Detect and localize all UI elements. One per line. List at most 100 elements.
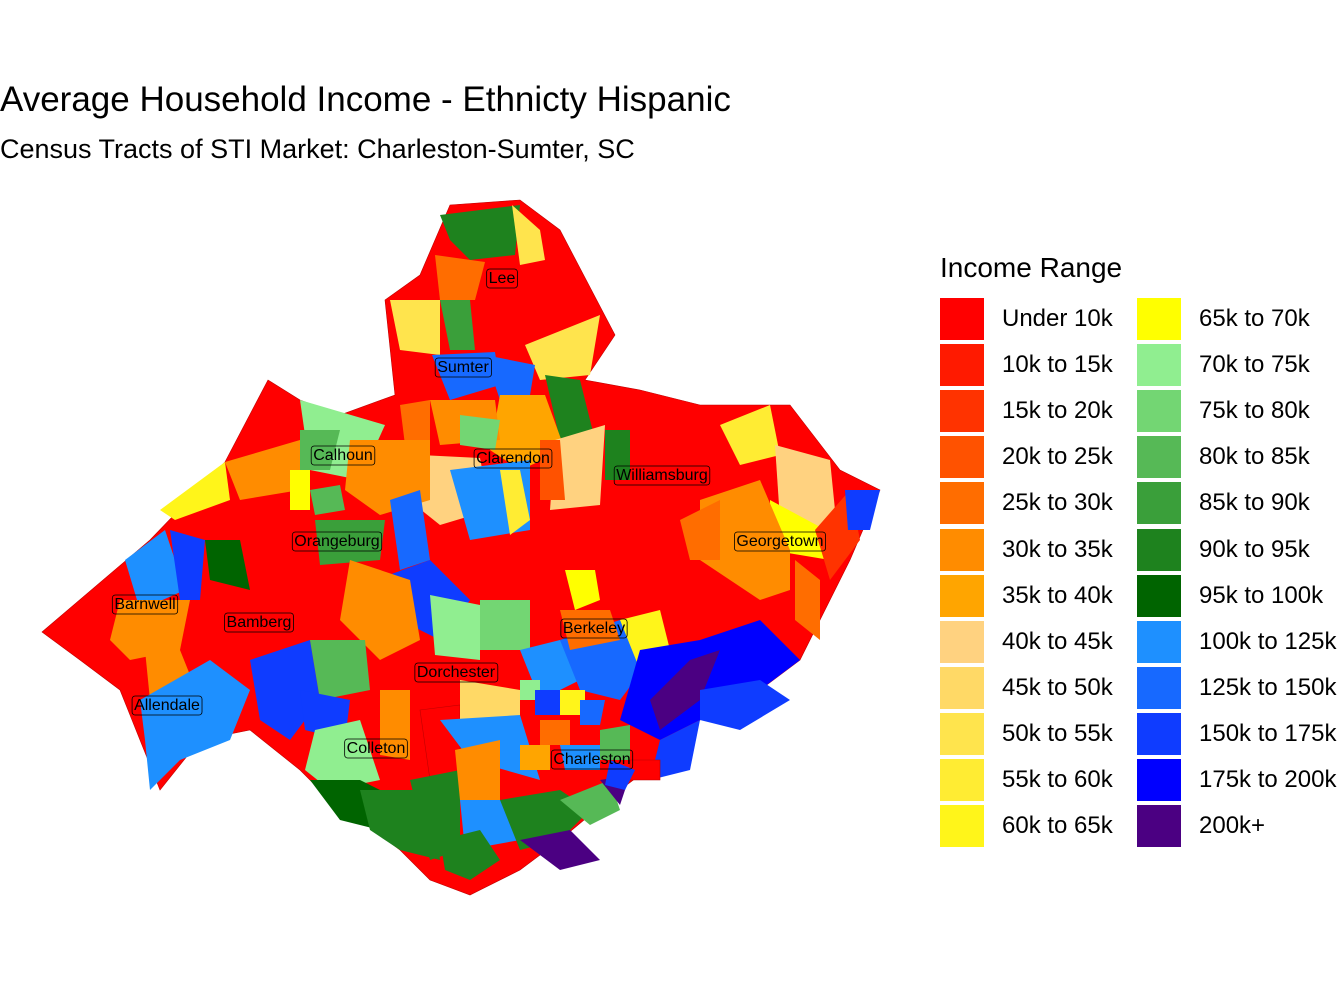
legend-swatch: [1137, 390, 1181, 433]
census-tract: [700, 620, 800, 700]
census-tract: [545, 375, 595, 440]
census-tract: [560, 690, 585, 715]
census-tract: [520, 745, 550, 770]
legend-swatch: [940, 712, 984, 755]
legend-item: 70k to 75k: [1137, 342, 1334, 388]
legend-item: 60k to 65k: [940, 803, 1137, 849]
census-tract: [380, 690, 410, 760]
census-tract: [795, 560, 820, 640]
census-tract: [560, 610, 620, 650]
census-tract: [535, 690, 565, 715]
census-tract: [650, 720, 700, 780]
legend-swatch: [940, 574, 984, 617]
legend-label: 15k to 20k: [1002, 397, 1113, 425]
county-label: Barnwell: [111, 594, 179, 615]
census-tract: [650, 650, 720, 730]
county-label-box: [310, 445, 376, 466]
legend-item: 55k to 60k: [940, 757, 1137, 803]
census-tract: [460, 415, 500, 450]
census-tract: [580, 700, 605, 725]
legend-label: 125k to 150k: [1199, 673, 1337, 701]
legend-item: 100k to 125k: [1137, 619, 1336, 665]
legend-label: 175k to 200k: [1199, 765, 1337, 793]
county-label-box: [224, 612, 294, 633]
legend-swatch: [1137, 344, 1181, 387]
census-tract: [540, 440, 565, 500]
census-tract: [680, 500, 720, 560]
legend-item: 85k to 90k: [1137, 480, 1334, 526]
census-tract: [700, 680, 790, 730]
census-tract: [315, 520, 385, 565]
census-tract: [605, 760, 635, 790]
county-label-box: [344, 738, 408, 759]
county-label-box: [414, 662, 499, 683]
county-label-text: Barnwell: [114, 596, 175, 613]
legend-label: 35k to 40k: [1002, 581, 1113, 609]
legend-label: 20k to 25k: [1002, 443, 1113, 471]
census-tract: [340, 560, 420, 660]
legend-label: 70k to 75k: [1199, 351, 1310, 379]
legend-label: 50k to 55k: [1002, 719, 1113, 747]
legend-item: 50k to 55k: [940, 711, 1137, 757]
legend-label: 30k to 35k: [1002, 535, 1113, 563]
legend-swatch: [1137, 436, 1181, 479]
legend-swatch: [940, 758, 984, 801]
legend-item: 150k to 175k: [1137, 711, 1337, 757]
census-tract: [205, 540, 250, 590]
county-label: Clarendon: [473, 448, 553, 469]
legend: Income Range Under 10k 10k to 15k 15k to 2…: [940, 252, 1344, 849]
census-tract: [310, 485, 345, 515]
legend-item: 25k to 30k: [940, 480, 1137, 526]
census-tract: [605, 430, 630, 480]
legend-swatch: [940, 482, 984, 525]
legend-item: 30k to 35k: [940, 526, 1137, 572]
county-label: Georgetown: [734, 531, 826, 552]
legend-item: Under 10k: [940, 296, 1137, 342]
legend-swatch: [1137, 528, 1181, 571]
census-tract: [400, 400, 430, 445]
legend-swatch: [1137, 805, 1181, 848]
legend-item: 90k to 95k: [1137, 526, 1334, 572]
legend-swatch: [1137, 758, 1181, 801]
legend-swatch: [1137, 712, 1181, 755]
legend-swatch: [1137, 482, 1181, 525]
census-tract: [300, 430, 340, 470]
legend-swatch: [940, 344, 984, 387]
legend-label: 150k to 175k: [1199, 719, 1337, 747]
county-label: Lee: [486, 268, 518, 289]
county-label-box: [560, 618, 628, 639]
legend-swatch: [1137, 298, 1181, 341]
census-tract: [540, 720, 570, 745]
legend-title: Income Range: [940, 252, 1123, 283]
census-tract: [250, 640, 320, 740]
census-tract: [480, 600, 530, 650]
county-label: Bamberg: [224, 612, 294, 633]
county-label-text: Orangeburg: [294, 533, 379, 550]
census-tract: [225, 440, 300, 500]
county-label-box: [613, 465, 711, 486]
census-tract: [560, 745, 600, 770]
census-tract: [845, 490, 880, 530]
census-tract: [455, 740, 500, 810]
county-label: Allendale: [131, 695, 203, 716]
census-tract: [290, 470, 310, 510]
county-label-text: Dorchester: [417, 664, 496, 681]
county-label: Colleton: [344, 738, 408, 759]
legend-item: 15k to 20k: [940, 388, 1137, 434]
legend-swatch: [940, 620, 984, 663]
county-label-box: [291, 531, 383, 552]
legend-item: 80k to 85k: [1137, 434, 1334, 480]
census-tract: [430, 595, 480, 660]
census-tract: [520, 830, 600, 870]
legend-swatch: [940, 390, 984, 433]
legend-item: 95k to 100k: [1137, 573, 1334, 619]
census-tract: [565, 570, 600, 610]
legend-item: 20k to 25k: [940, 434, 1137, 480]
county-label: Orangeburg: [291, 531, 383, 552]
county-label: Sumter: [434, 357, 492, 378]
census-tract: [410, 770, 460, 860]
census-tract: [460, 680, 520, 720]
county-label-box: [473, 448, 553, 469]
census-tract: [170, 530, 205, 600]
census-tract: [525, 315, 600, 380]
